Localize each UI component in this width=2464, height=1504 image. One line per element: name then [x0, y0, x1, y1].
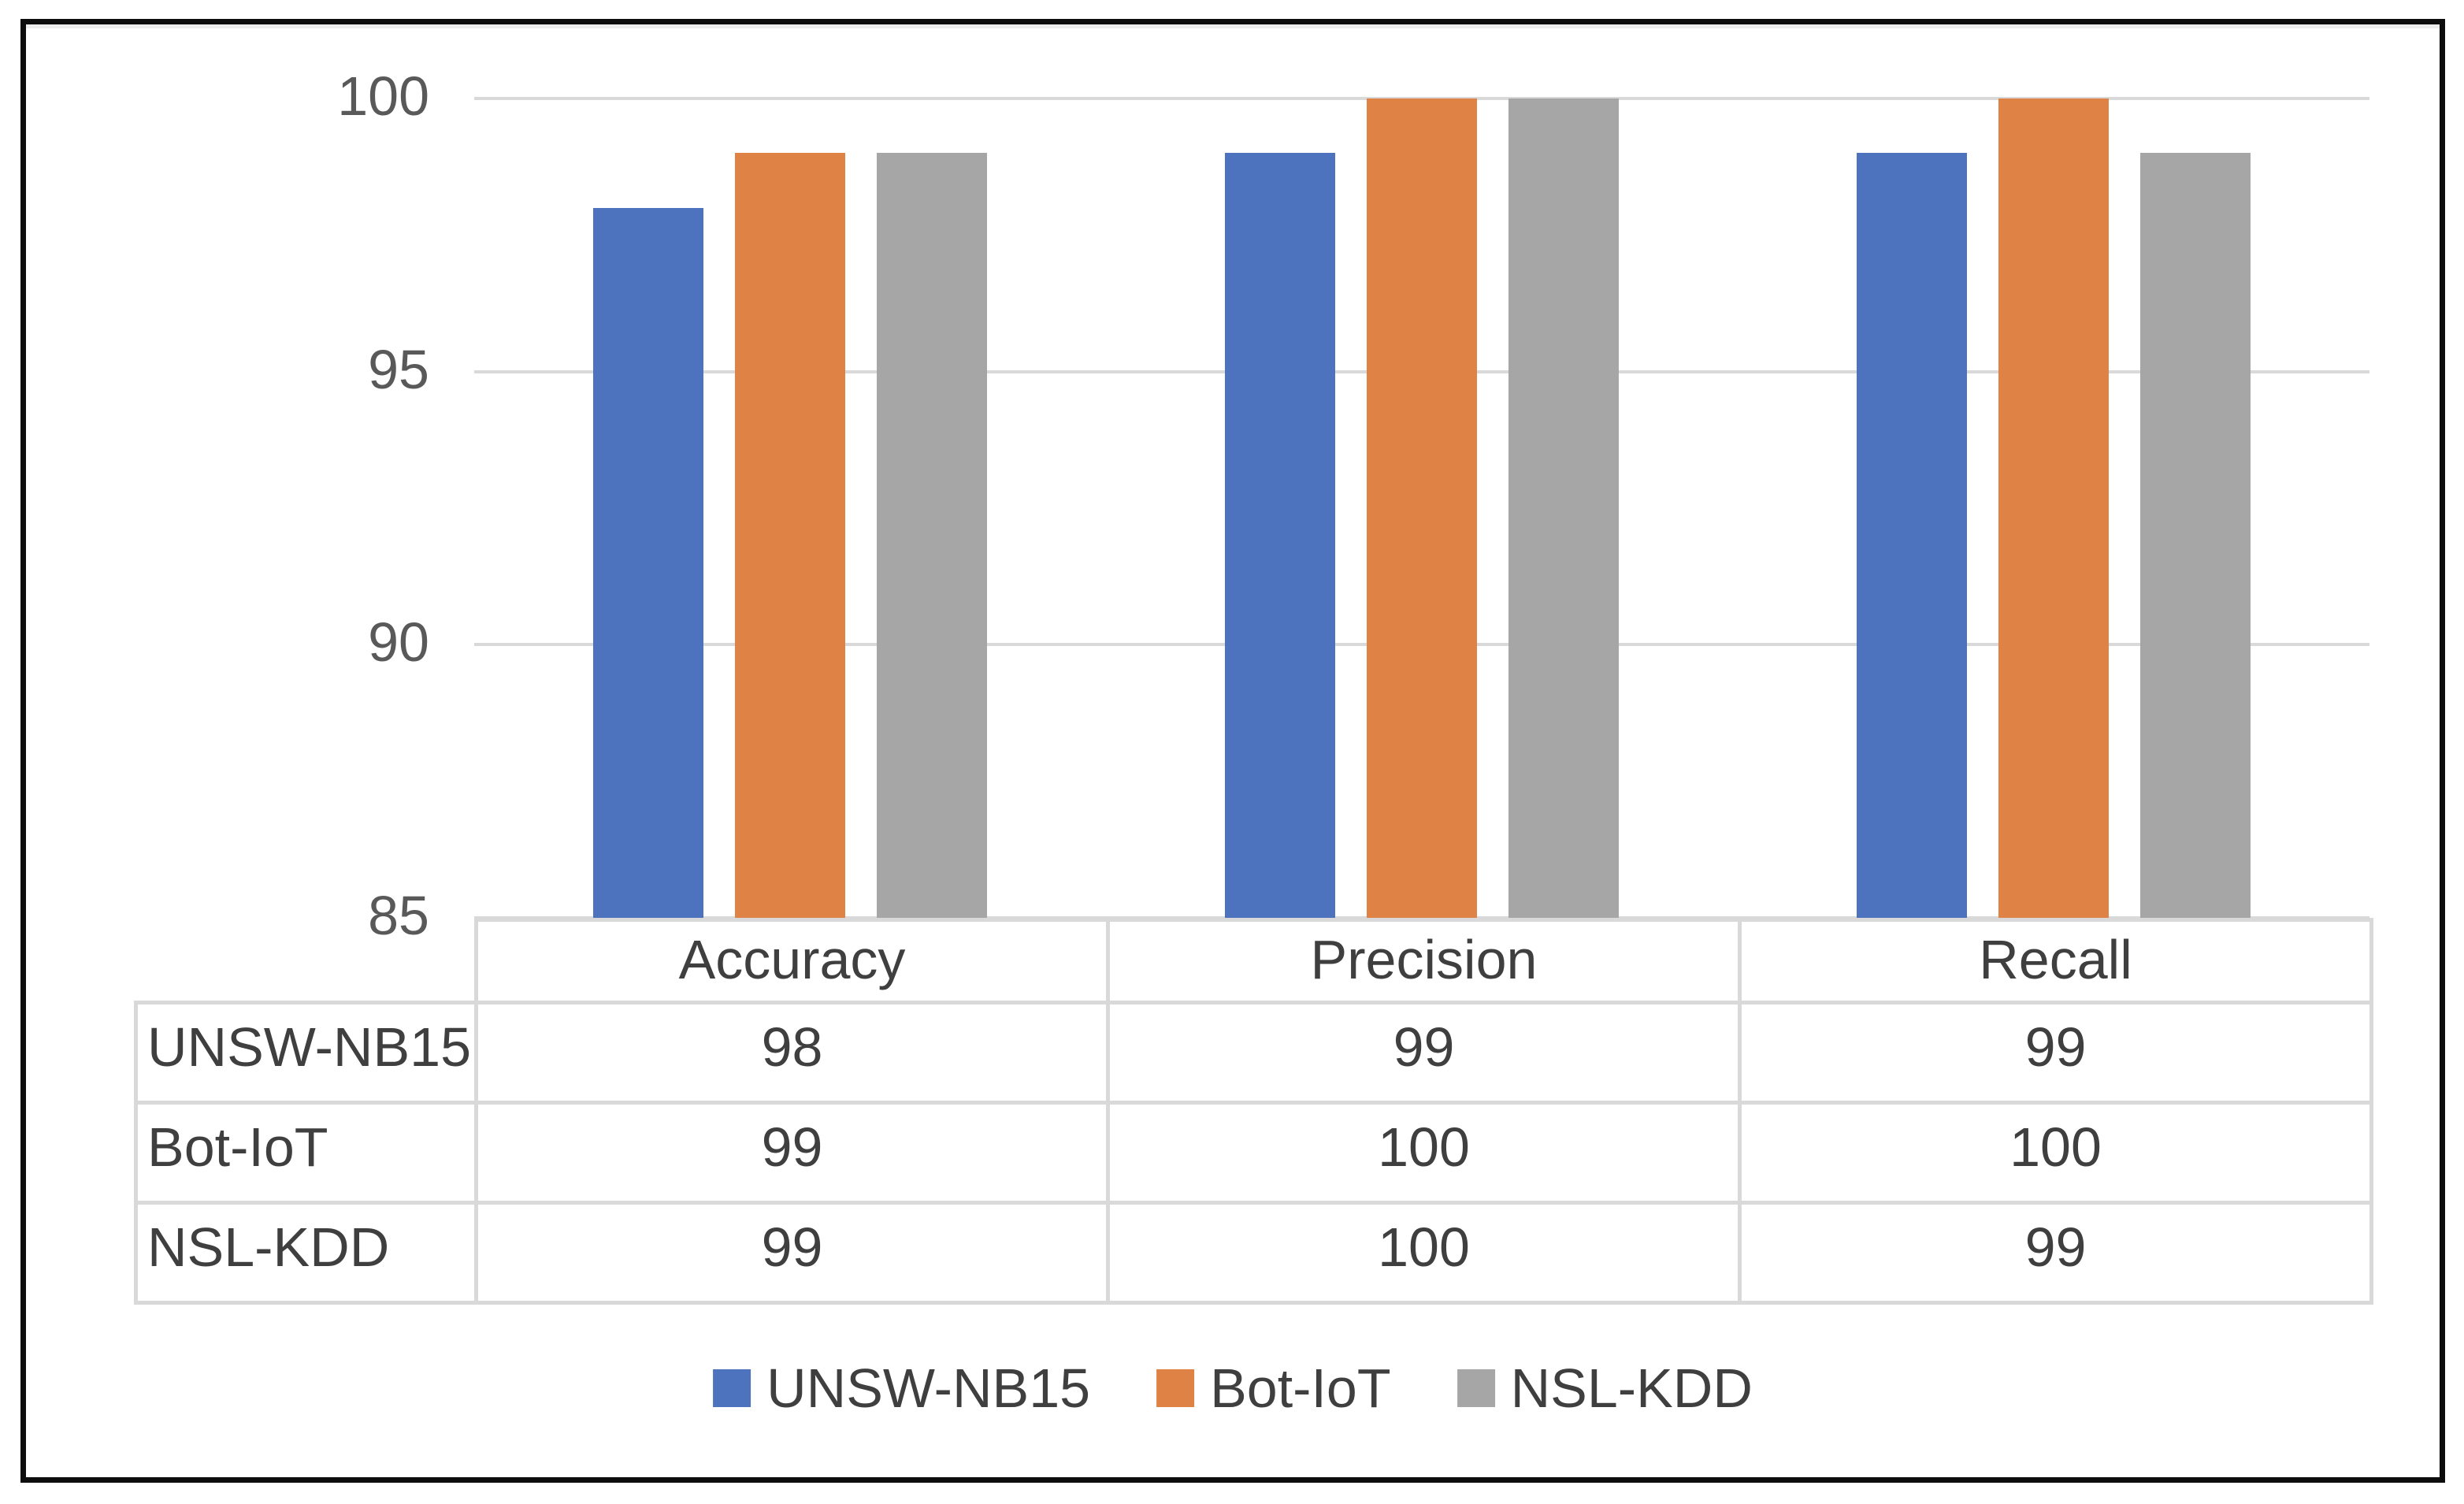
- bar-bot-iot-precision: [1367, 98, 1477, 918]
- cell-unsw-nb15-precision: 99: [1106, 1001, 1742, 1105]
- legend-label-bot-iot: Bot-IoT: [1210, 1357, 1391, 1419]
- row-label-bot-iot: Bot-IoT: [134, 1101, 478, 1205]
- legend-swatch-nsl-kdd: [1457, 1369, 1495, 1407]
- legend-label-nsl-kdd: NSL-KDD: [1510, 1357, 1753, 1419]
- bar-nsl-kdd-recall: [2140, 153, 2251, 918]
- row-label-unsw-nb15: UNSW-NB15: [134, 1001, 478, 1105]
- cell-nsl-kdd-accuracy: 99: [474, 1201, 1110, 1305]
- legend-item-nsl-kdd: NSL-KDD: [1457, 1357, 1753, 1420]
- cell-bot-iot-precision: 100: [1106, 1101, 1742, 1205]
- figure-frame: 85 90 95 100 Accuracy Precision Recall UNSW-NB…: [20, 19, 2445, 1483]
- legend-item-unsw-nb15: UNSW-NB15: [713, 1357, 1090, 1420]
- data-table: Accuracy Precision Recall UNSW-NB15 98 99 99 Bo…: [134, 918, 2373, 1305]
- cell-nsl-kdd-recall: 99: [1738, 1201, 2373, 1305]
- bar-bot-iot-accuracy: [735, 153, 845, 918]
- col-header-recall: Recall: [1738, 918, 2373, 1005]
- cell-bot-iot-accuracy: 99: [474, 1101, 1110, 1205]
- bar-nsl-kdd-accuracy: [877, 153, 987, 918]
- y-tick-label-90: 90: [368, 611, 429, 674]
- table-row-nsl-kdd: NSL-KDD 99 100 99: [134, 1201, 2373, 1305]
- gridline-85: [474, 916, 2369, 919]
- y-tick-label-95: 95: [368, 338, 429, 400]
- bar-bot-iot-recall: [1998, 98, 2109, 918]
- legend-swatch-bot-iot: [1156, 1369, 1195, 1407]
- y-tick-label-100: 100: [337, 65, 429, 127]
- cell-unsw-nb15-accuracy: 98: [474, 1001, 1110, 1105]
- row-label-nsl-kdd: NSL-KDD: [134, 1201, 478, 1305]
- col-header-accuracy: Accuracy: [474, 918, 1110, 1005]
- cell-unsw-nb15-recall: 99: [1738, 1001, 2373, 1105]
- y-tick-label-85: 85: [368, 884, 429, 946]
- legend-label-unsw-nb15: UNSW-NB15: [766, 1357, 1091, 1419]
- col-header-precision: Precision: [1106, 918, 1742, 1005]
- bar-unsw-nb15-precision: [1225, 153, 1335, 918]
- table-row-unsw-nb15: UNSW-NB15 98 99 99: [134, 1001, 2373, 1105]
- table-row-bot-iot: Bot-IoT 99 100 100: [134, 1101, 2373, 1205]
- bar-unsw-nb15-recall: [1857, 153, 1967, 918]
- legend: UNSW-NB15 Bot-IoT NSL-KDD: [713, 1357, 1753, 1420]
- table-header-row: Accuracy Precision Recall: [136, 918, 2373, 1005]
- cell-bot-iot-recall: 100: [1738, 1101, 2373, 1205]
- table-corner-empty: [136, 920, 477, 1003]
- legend-swatch-unsw-nb15: [713, 1369, 751, 1407]
- bar-nsl-kdd-precision: [1508, 98, 1619, 918]
- bar-unsw-nb15-accuracy: [593, 208, 703, 918]
- cell-nsl-kdd-precision: 100: [1106, 1201, 1742, 1305]
- legend-item-bot-iot: Bot-IoT: [1156, 1357, 1391, 1420]
